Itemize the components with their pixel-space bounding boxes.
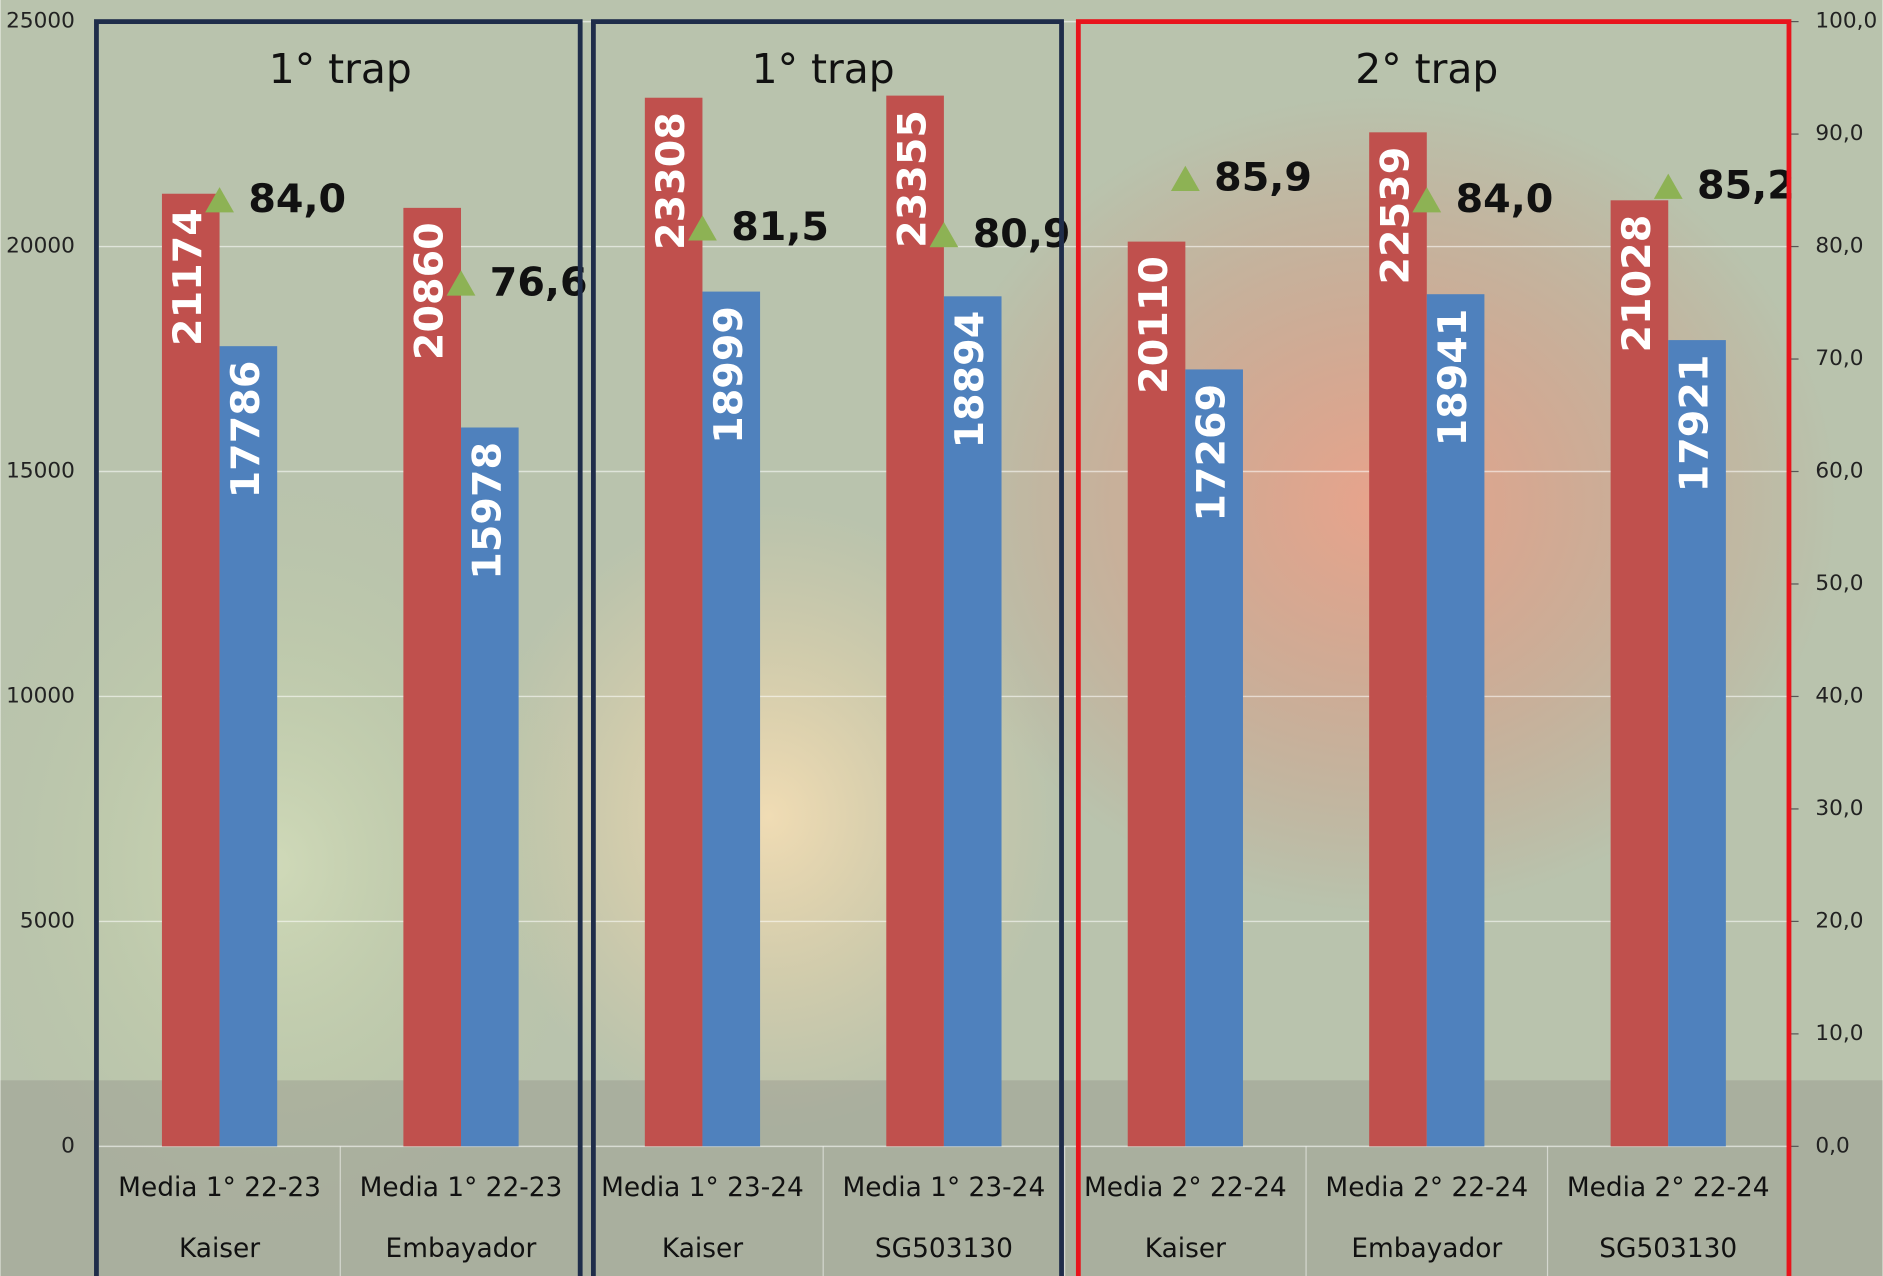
y2-tick-label: 90,0 xyxy=(1815,121,1863,146)
panel-title: 1° trap xyxy=(269,45,412,93)
value-label: 23308 xyxy=(648,112,694,250)
plot: 21174 20860 23308 23355 20110 22539 21028 17786… xyxy=(161,95,1795,1147)
value-label: 76,6 xyxy=(490,259,588,305)
triangle-marker xyxy=(446,270,476,296)
x-group-label: SG503130 xyxy=(1599,1233,1737,1264)
panel-title: 2° trap xyxy=(1355,45,1498,93)
y2-tick-label: 20,0 xyxy=(1815,908,1863,933)
x-group-label: Kaiser xyxy=(662,1233,743,1264)
y2-tick-label: 60,0 xyxy=(1815,459,1863,484)
value-label: 81,5 xyxy=(731,204,829,250)
x-tick-label: Media 1° 22-23 xyxy=(118,1172,321,1203)
x-tick-label: Media 2° 22-24 xyxy=(1084,1172,1287,1203)
panel-frame xyxy=(1075,19,1792,1276)
value-label: 85,9 xyxy=(1214,155,1312,201)
x-tick-label: Media 1° 23-24 xyxy=(843,1172,1046,1203)
y-tick-label: 20000 xyxy=(6,234,75,259)
x-group-label: Embayador xyxy=(386,1233,537,1264)
bar xyxy=(1426,294,1485,1147)
y2-tick-label: 10,0 xyxy=(1815,1021,1863,1046)
triangle-marker xyxy=(1170,165,1200,192)
panel-frame xyxy=(590,19,1064,1276)
y2-tick-label: 0,0 xyxy=(1815,1133,1849,1158)
bar xyxy=(1668,340,1726,1147)
bar xyxy=(644,97,703,1147)
x-tick-label: Media 2° 22-24 xyxy=(1567,1172,1770,1203)
value-label: 84,0 xyxy=(1456,176,1554,222)
value-label: 18999 xyxy=(706,306,752,444)
bar xyxy=(886,95,944,1147)
y2-tick-label: 70,0 xyxy=(1815,346,1863,371)
bar xyxy=(461,427,519,1147)
value-label: 80,9 xyxy=(973,211,1071,257)
x-group-label: SG503130 xyxy=(875,1233,1013,1264)
panel-title: 1° trap xyxy=(752,45,895,93)
y2-tick-label: 80,0 xyxy=(1815,234,1863,259)
bar xyxy=(219,346,278,1147)
value-label: 20110 xyxy=(1131,256,1177,394)
bar xyxy=(1127,241,1186,1147)
value-label: 20860 xyxy=(407,222,453,360)
value-label: 21028 xyxy=(1614,215,1660,353)
value-label: 85,2 xyxy=(1697,163,1795,209)
bar xyxy=(403,207,462,1147)
value-label: 21174 xyxy=(165,208,211,346)
y2-tick-label: 100,0 xyxy=(1815,9,1877,34)
x-tick-label: Media 1° 23-24 xyxy=(601,1172,804,1203)
value-label: 18894 xyxy=(947,311,993,449)
x-group-label: Kaiser xyxy=(179,1233,260,1264)
bar xyxy=(161,193,220,1147)
x-group-label: Kaiser xyxy=(1145,1233,1226,1264)
y2-tick-label: 40,0 xyxy=(1815,683,1863,708)
value-label: 17921 xyxy=(1672,354,1718,492)
y-tick-label: 15000 xyxy=(6,459,75,484)
y2-tick-label: 50,0 xyxy=(1815,571,1863,596)
bar xyxy=(1610,200,1669,1147)
triangle-marker xyxy=(1412,187,1442,213)
value-label: 84,0 xyxy=(248,176,346,222)
y-tick-label: 10000 xyxy=(6,683,75,708)
y-tick-label: 5000 xyxy=(20,908,75,933)
x-tick-label: Media 1° 22-23 xyxy=(360,1172,563,1203)
y-tick-label: 0 xyxy=(61,1133,75,1158)
triangle-marker xyxy=(1653,173,1683,199)
value-label: 18941 xyxy=(1430,309,1476,447)
triangle-marker xyxy=(205,187,234,213)
bar xyxy=(702,291,761,1147)
y2-tick-label: 30,0 xyxy=(1815,796,1863,821)
bar xyxy=(1369,132,1427,1147)
bar xyxy=(943,296,1002,1147)
bar xyxy=(1185,369,1243,1147)
x-tick-label: Media 2° 22-24 xyxy=(1325,1172,1528,1203)
value-label: 15978 xyxy=(464,442,510,580)
y-tick-label: 25000 xyxy=(6,9,75,34)
value-label: 22539 xyxy=(1372,147,1418,285)
triangle-marker xyxy=(688,215,717,241)
triangle-marker xyxy=(929,222,959,248)
value-label: 23355 xyxy=(890,110,936,248)
x-group-label: Embayador xyxy=(1351,1233,1502,1264)
panel-frame xyxy=(94,19,583,1276)
value-label: 17786 xyxy=(223,361,269,499)
value-label: 17269 xyxy=(1189,384,1235,522)
